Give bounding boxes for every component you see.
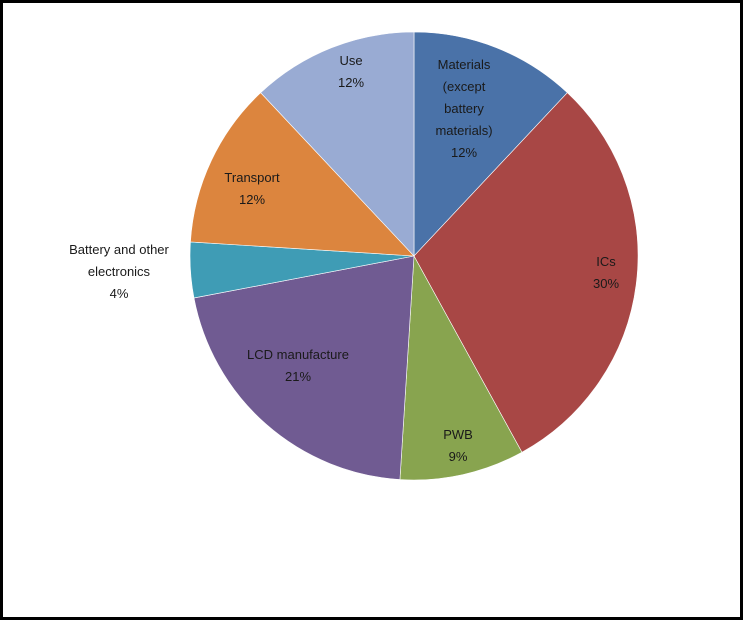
slice-percent-label: 12% — [451, 145, 477, 160]
slice-percent-label: 9% — [449, 449, 468, 464]
slice-label: LCD manufacture 21% — [247, 347, 349, 384]
slice-name-label: battery — [444, 101, 484, 116]
pie-slice — [413, 92, 639, 453]
slice-name-label: Use — [339, 53, 362, 68]
slice-percent-label: 12% — [239, 192, 265, 207]
slice-name-label: Battery and other — [69, 242, 169, 257]
slice-label: ICs 30% — [593, 254, 619, 291]
pie-slice — [190, 92, 415, 257]
slice-name-label: ICs — [596, 254, 616, 269]
slice-percent-label: 21% — [285, 369, 311, 384]
slice-name-label: (except — [443, 79, 486, 94]
slice-name-label: Transport — [224, 170, 280, 185]
slice-percent-label: 4% — [110, 286, 129, 301]
slice-label: Materials (except battery materials) 12% — [435, 57, 492, 160]
slice-name-label: materials) — [435, 123, 492, 138]
slice-label: Transport 12% — [224, 170, 280, 207]
slice-name-label: PWB — [443, 427, 473, 442]
pie-chart: Materials (except battery materials) 12% ICs 3… — [69, 31, 639, 481]
slice-label: PWB 9% — [443, 427, 473, 464]
slice-name-label: electronics — [88, 264, 151, 279]
pie-slice — [413, 31, 568, 257]
slice-percent-label: 30% — [593, 276, 619, 291]
pie-slice — [399, 254, 523, 481]
pie-slice — [260, 31, 415, 257]
slice-percent-label: 12% — [338, 75, 364, 90]
pie-slices — [189, 31, 639, 481]
slice-name-label: Materials — [438, 57, 491, 72]
slice-name-label: LCD manufacture — [247, 347, 349, 362]
pie-labels: Materials (except battery materials) 12% ICs 3… — [69, 53, 619, 464]
slice-label: Use 12% — [338, 53, 364, 90]
slice-label: Battery and other electronics 4% — [69, 242, 169, 301]
pie-slice — [193, 255, 415, 480]
